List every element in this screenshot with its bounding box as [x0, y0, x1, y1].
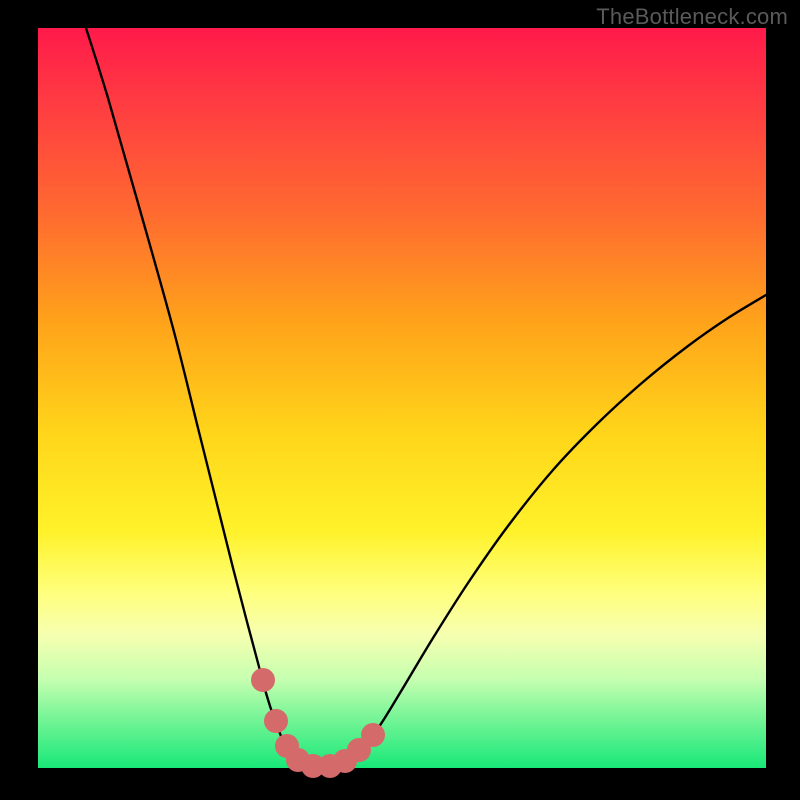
plot-area — [38, 28, 766, 768]
curve-markers — [251, 668, 385, 778]
curve-marker — [251, 668, 275, 692]
bottleneck-curve — [86, 28, 766, 767]
curve-marker — [361, 723, 385, 747]
bottleneck-curve-svg — [38, 28, 766, 768]
curve-marker — [264, 709, 288, 733]
watermark-text: TheBottleneck.com — [596, 4, 788, 30]
